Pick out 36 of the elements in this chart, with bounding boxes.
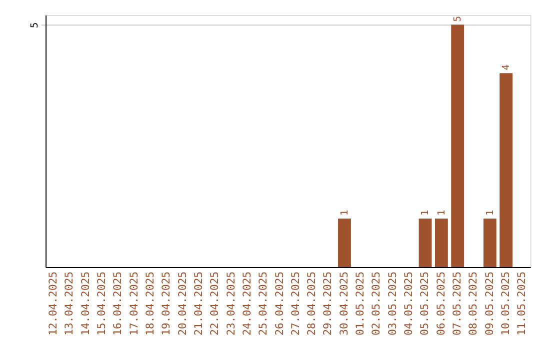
x-tick-label: 16.04.2025 bbox=[111, 271, 124, 336]
data-label: 5 bbox=[452, 16, 464, 22]
x-tick-label: 13.04.2025 bbox=[62, 271, 76, 336]
data-label: 1 bbox=[420, 210, 432, 216]
x-tick-label: 30.04.2025 bbox=[337, 271, 350, 336]
data-label: 4 bbox=[500, 64, 512, 70]
x-tick-label: 26.04.2025 bbox=[272, 271, 286, 336]
x-tick-label: 21.04.2025 bbox=[192, 271, 205, 336]
x-tick-label: 12.04.2025 bbox=[46, 271, 60, 336]
x-tick-label: 02.05.2025 bbox=[370, 271, 383, 336]
x-tick-label: 09.05.2025 bbox=[482, 271, 496, 336]
x-tick-label: 04.05.2025 bbox=[402, 271, 416, 336]
x-tick-label: 24.04.2025 bbox=[240, 271, 254, 336]
x-tick-label: 10.05.2025 bbox=[498, 271, 512, 336]
x-tick-label: 19.04.2025 bbox=[160, 271, 173, 336]
x-tick-label: 25.04.2025 bbox=[256, 271, 270, 336]
x-tick-label: 29.04.2025 bbox=[321, 271, 334, 336]
x-tick-label: 01.05.2025 bbox=[354, 271, 367, 336]
x-tick-label: 17.04.2025 bbox=[127, 271, 140, 336]
x-tick-label: 11.05.2025 bbox=[515, 271, 528, 336]
x-tick-label: 27.04.2025 bbox=[288, 271, 302, 336]
data-label: 1 bbox=[436, 210, 448, 216]
x-tick-label: 18.04.2025 bbox=[144, 271, 156, 336]
data-label: 1 bbox=[484, 210, 496, 216]
x-tick-label: 15.04.2025 bbox=[95, 271, 108, 336]
x-tick-label: 06.05.2025 bbox=[434, 271, 448, 336]
x-tick-label: 07.05.2025 bbox=[450, 271, 464, 336]
x-tick-label: 28.04.2025 bbox=[305, 271, 318, 336]
x-tick-label: 23.04.2025 bbox=[224, 271, 238, 336]
x-tick-label: 05.05.2025 bbox=[418, 271, 432, 336]
data-label: 1 bbox=[339, 210, 350, 216]
x-tick-label: 14.04.2025 bbox=[78, 271, 92, 336]
x-tick-label: 20.04.2025 bbox=[176, 271, 189, 336]
x-tick-label: 22.04.2025 bbox=[208, 271, 222, 336]
x-tick-label: 08.05.2025 bbox=[466, 271, 480, 336]
x-tick-label: 03.05.2025 bbox=[386, 271, 399, 336]
